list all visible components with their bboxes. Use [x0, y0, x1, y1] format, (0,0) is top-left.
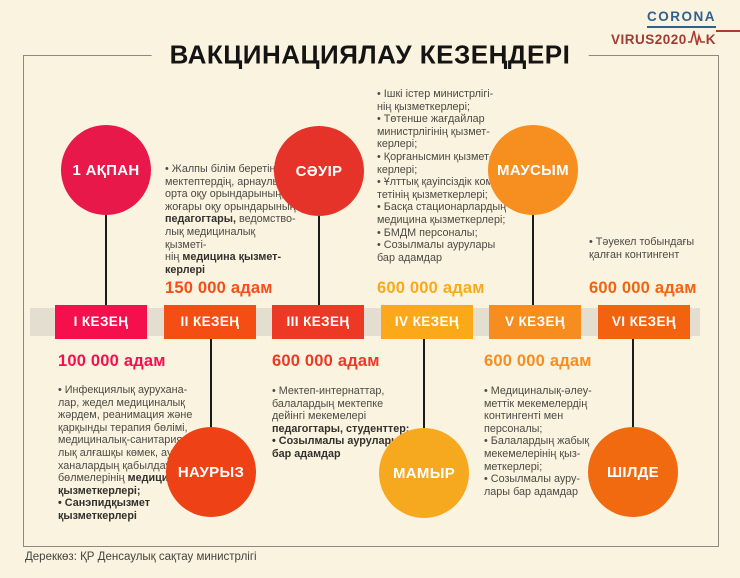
stage-1-count: 100 000 адам: [58, 352, 166, 370]
stage-6-details: • Тәуекел тобындағы қалған контингент: [589, 236, 695, 261]
logo-virus-row: VIRUS2020 K: [611, 29, 716, 48]
stage-5-count: 600 000 адам: [484, 352, 592, 370]
page-title: ВАКЦИНАЦИЯЛАУ КЕЗЕҢДЕРІ: [151, 39, 589, 71]
stage-4-count: 600 000 адам: [377, 279, 485, 297]
stage-1-badge: I КЕЗЕҢ: [55, 305, 147, 339]
month-circle-april: СӘУІР: [274, 126, 364, 216]
stage-5-badge: V КЕЗЕҢ: [489, 305, 581, 339]
stage-3-count: 600 000 адам: [272, 352, 380, 370]
logo-k-text: K: [705, 32, 716, 47]
month-circle-june: МАУСЫМ: [488, 125, 578, 215]
month-circle-may: МАМЫР: [379, 428, 469, 518]
month-circle-march: НАУРЫЗ: [166, 427, 256, 517]
connector-line-stage-2: [210, 334, 212, 430]
source-note: Дереккөз: ҚР Денсаулық сақтау министрліг…: [25, 551, 257, 563]
connector-line-stage-6: [632, 334, 634, 429]
coronavirus2020kz-logo: CORONA VIRUS2020 K: [611, 8, 716, 48]
connector-line-stage-5: [532, 213, 534, 310]
stage-6-badge: VI КЕЗЕҢ: [598, 305, 690, 339]
month-circle-july: ШІЛДЕ: [588, 427, 678, 517]
stage-6-count: 600 000 адам: [589, 279, 697, 297]
heartbeat-pulse-icon: [687, 30, 705, 46]
stage-4-badge: IV КЕЗЕҢ: [381, 305, 473, 339]
logo-virus2020-text: VIRUS2020: [610, 32, 687, 47]
connector-line-stage-1: [105, 213, 107, 310]
stage-3-details: • Мектеп-интернаттар, балалардың мектепк…: [272, 385, 410, 460]
month-circle-february: 1 АҚПАН: [61, 125, 151, 215]
connector-line-stage-4: [423, 334, 425, 430]
stage-2-count: 150 000 адам: [165, 279, 273, 297]
logo-corona-text: CORONA: [647, 9, 716, 28]
connector-line-stage-3: [318, 214, 320, 310]
stage-5-details: • Медициналық-әлеу- меттік мекемелердің …: [484, 385, 592, 498]
heartbeat-line: [716, 30, 740, 32]
stage-2-badge: II КЕЗЕҢ: [164, 305, 256, 339]
stage-2-details: • Жалпы білім беретін мектептердің, арна…: [165, 163, 296, 276]
stage-3-badge: III КЕЗЕҢ: [272, 305, 364, 339]
